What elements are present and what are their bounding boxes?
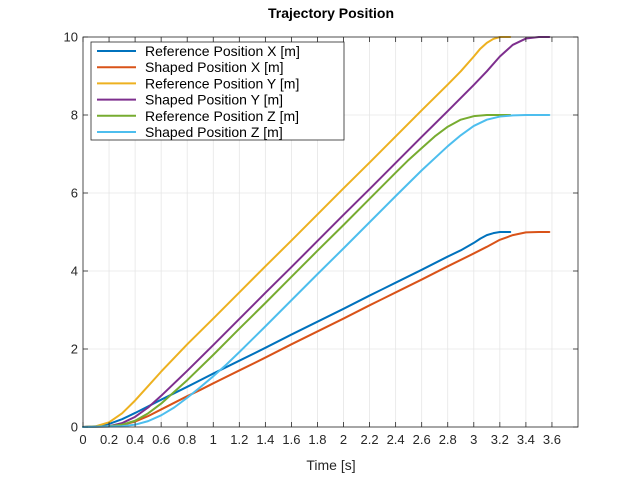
x-tick-label: 1.8	[308, 432, 326, 447]
x-tick-label: 0.4	[126, 432, 144, 447]
y-tick-label: 6	[71, 186, 78, 201]
series-lines	[82, 36, 551, 428]
x-tick-label: 0	[79, 432, 86, 447]
legend-label-6: Shaped Position Z [m]	[145, 124, 283, 140]
plot-border	[82, 36, 579, 428]
chart-title: Trajectory Position	[268, 5, 394, 21]
series-line-2	[82, 231, 551, 428]
x-tick-label: 2	[340, 432, 347, 447]
x-tick-label: 3.6	[543, 432, 561, 447]
y-tick-label: 10	[64, 30, 78, 45]
y-tick-label: 4	[71, 264, 78, 279]
series-line-4	[82, 36, 551, 428]
x-tick-label: 2.8	[439, 432, 457, 447]
x-tick-labels: 0 0.2 0.4 0.6 0.8 1 1.2 1.4 1.6 1.8 2 2.2 2.4 2.6 2.8 3…	[79, 432, 561, 447]
series-line-1	[82, 231, 512, 428]
x-axis-label: Time [s]	[306, 457, 355, 473]
y-tick-label: 2	[71, 342, 78, 357]
x-tick-label: 1	[210, 432, 217, 447]
ticks	[82, 36, 578, 428]
x-tick-label: 0.2	[100, 432, 118, 447]
x-tick-label: 3.4	[517, 432, 535, 447]
x-tick-label: 1.6	[282, 432, 300, 447]
legend: Reference Position X [m]Shaped Position …	[90, 41, 345, 141]
x-tick-label: 0.8	[178, 432, 196, 447]
series-line-6	[82, 114, 551, 428]
legend-box	[90, 41, 345, 141]
x-tick-label: 2.2	[361, 432, 379, 447]
x-tick-label: 3.2	[491, 432, 509, 447]
x-tick-label: 2.6	[413, 432, 431, 447]
x-tick-label: 3	[470, 432, 477, 447]
legend-label-4: Shaped Position Y [m]	[145, 92, 283, 108]
legend-label-2: Shaped Position X [m]	[145, 59, 284, 75]
y-tick-labels: 0 2 4 6 8 10	[64, 30, 78, 435]
y-tick-label: 0	[71, 420, 78, 435]
series-line-3	[82, 36, 512, 428]
x-tick-label: 2.4	[387, 432, 405, 447]
x-tick-label: 1.2	[230, 432, 248, 447]
x-tick-label: 0.6	[152, 432, 170, 447]
y-tick-label: 8	[71, 108, 78, 123]
series-line-5	[82, 114, 512, 428]
legend-label-5: Reference Position Z [m]	[145, 108, 299, 124]
legend-label-3: Reference Position Y [m]	[145, 75, 299, 91]
legend-label-1: Reference Position X [m]	[145, 43, 300, 59]
x-tick-label: 1.4	[256, 432, 274, 447]
